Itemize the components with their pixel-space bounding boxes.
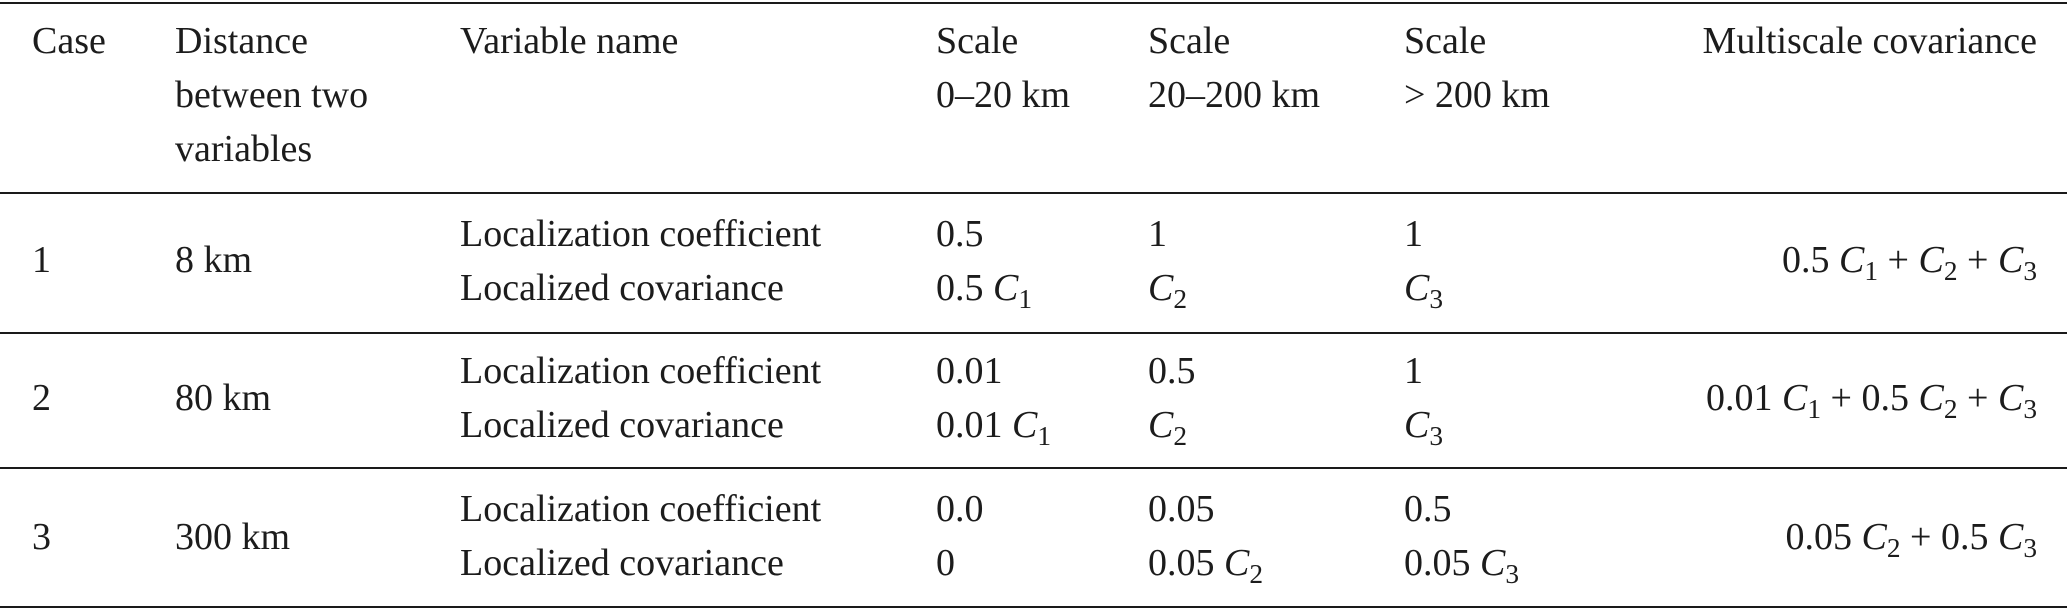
row2-distance: 80 km bbox=[175, 377, 272, 419]
header-distance-line2: between two bbox=[175, 74, 369, 116]
row3-multiscale: 0.05 C2 + 0.5 C3 bbox=[1785, 516, 2037, 564]
row1-distance: 8 km bbox=[175, 239, 253, 281]
header-distance-line3: variables bbox=[175, 128, 313, 170]
row1-var-covariance: Localized covariance bbox=[460, 267, 784, 309]
row2-scale1-coef: 0.01 bbox=[936, 350, 1003, 392]
row3-var-coefficient: Localization coefficient bbox=[460, 488, 822, 530]
row3-distance: 300 km bbox=[175, 516, 291, 558]
header-rule bbox=[0, 192, 2067, 194]
row3-scale3-coef: 0.5 bbox=[1404, 488, 1452, 530]
row2-scale2-cov: C2 bbox=[1148, 404, 1188, 452]
row3-var-covariance: Localized covariance bbox=[460, 542, 784, 584]
row2-case: 2 bbox=[32, 377, 51, 419]
header-scale2-line1: Scale bbox=[1148, 20, 1231, 62]
row2-var-covariance: Localized covariance bbox=[460, 404, 784, 446]
top-rule bbox=[0, 2, 2067, 4]
header-distance-line1: Distance bbox=[175, 20, 308, 62]
row3-case: 3 bbox=[32, 516, 51, 558]
row2-scale3-coef: 1 bbox=[1404, 350, 1423, 392]
header-variable-name: Variable name bbox=[460, 20, 679, 62]
header-case: Case bbox=[32, 20, 106, 62]
row2-multiscale: 0.01 C1 + 0.5 C2 + C3 bbox=[1705, 377, 2037, 425]
row2-scale1-cov: 0.01 C1 bbox=[936, 404, 1052, 452]
row2-scale3-cov: C3 bbox=[1404, 404, 1444, 452]
row3-scale2-cov: 0.05 C2 bbox=[1148, 542, 1264, 590]
header-multiscale: Multiscale covariance bbox=[1702, 20, 2037, 62]
header-scale1-line1: Scale bbox=[936, 20, 1019, 62]
row-rule-2 bbox=[0, 467, 2067, 469]
row1-scale1-coef: 0.5 bbox=[936, 213, 984, 255]
header-scale2-line2: 20–200 km bbox=[1148, 74, 1321, 116]
header-scale1-line2: 0–20 km bbox=[936, 74, 1071, 116]
row1-multiscale: 0.5 C1 + C2 + C3 bbox=[1781, 239, 2037, 287]
row2-var-coefficient: Localization coefficient bbox=[460, 350, 822, 392]
row3-scale1-coef: 0.0 bbox=[936, 488, 984, 530]
header-scale3-line2: > 200 km bbox=[1404, 74, 1550, 116]
row1-scale3-cov: C3 bbox=[1404, 267, 1444, 315]
row1-var-coefficient: Localization coefficient bbox=[460, 213, 822, 255]
row3-scale3-cov: 0.05 C3 bbox=[1404, 542, 1520, 590]
row2-scale2-coef: 0.5 bbox=[1148, 350, 1196, 392]
row1-scale2-coef: 1 bbox=[1148, 213, 1167, 255]
row1-scale1-cov: 0.5 C1 bbox=[936, 267, 1033, 315]
row3-scale2-coef: 0.05 bbox=[1148, 488, 1215, 530]
row1-scale2-cov: C2 bbox=[1148, 267, 1188, 315]
bottom-rule bbox=[0, 606, 2067, 608]
row3-scale1-cov: 0 bbox=[936, 542, 955, 584]
row-rule-1 bbox=[0, 332, 2067, 334]
row1-case: 1 bbox=[32, 239, 51, 281]
header-scale3-line1: Scale bbox=[1404, 20, 1487, 62]
row1-scale3-coef: 1 bbox=[1404, 213, 1423, 255]
